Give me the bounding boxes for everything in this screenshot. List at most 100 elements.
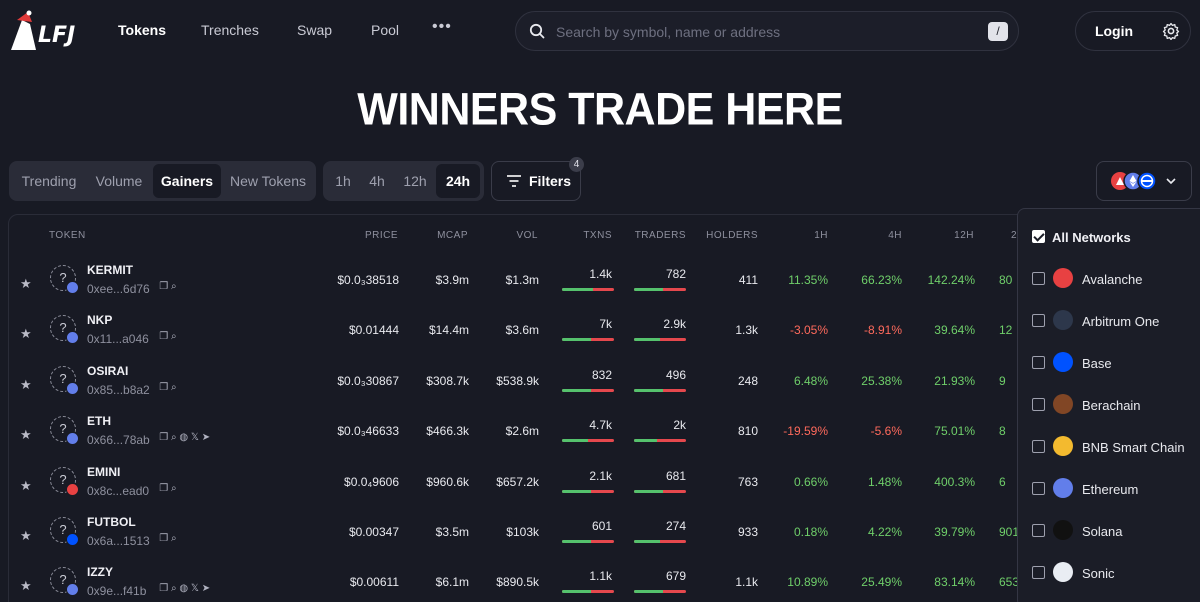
nav-pool[interactable]: Pool (371, 22, 400, 38)
table-row[interactable]: ★ ? OSIRAI 0x85...b8a2 ❐ ⌕ $0.0₃30867 $3… (9, 358, 1019, 408)
checkbox-solana[interactable] (1032, 524, 1045, 537)
tab-12h[interactable]: 12h (403, 173, 427, 189)
checkbox-sonic[interactable] (1032, 566, 1045, 579)
token-symbol[interactable]: NKP (87, 313, 113, 328)
col-vol[interactable]: VOL (516, 230, 538, 241)
token-symbol[interactable]: ETH (87, 414, 111, 429)
token-address[interactable]: 0x6a...1513 (87, 534, 150, 548)
login-button[interactable]: Login (1094, 23, 1134, 39)
network-option-bnb-smart-chain[interactable]: BNB Smart Chain (1032, 435, 1200, 459)
favorite-star-icon[interactable]: ★ (20, 477, 32, 493)
gear-icon[interactable] (1162, 22, 1180, 40)
favorite-star-icon[interactable]: ★ (20, 427, 32, 443)
search-icon[interactable]: ⌕ (170, 583, 177, 595)
table-row[interactable]: ★ ? FUTBOL 0x6a...1513 ❐ ⌕ $0.00347 $3.5… (9, 509, 1019, 559)
token-symbol[interactable]: EMINI (87, 464, 121, 479)
tab-new-tokens[interactable]: New Tokens (229, 173, 306, 189)
network-selector[interactable] (1096, 161, 1192, 201)
token-address[interactable]: 0x8c...ead0 (87, 483, 150, 498)
network-option-sonic[interactable]: Sonic (1032, 561, 1200, 585)
token-mcap: $6.1m (435, 575, 469, 590)
col-traders[interactable]: TRADERS (634, 230, 686, 241)
copy-icon[interactable]: ❐ (159, 331, 169, 343)
telegram-icon[interactable]: ➤ (201, 432, 211, 444)
copy-icon[interactable]: ❐ (159, 381, 169, 393)
network-option-ethereum[interactable]: Ethereum (1032, 477, 1200, 501)
copy-icon[interactable]: ❐ (159, 482, 169, 494)
network-option-berachain[interactable]: Berachain (1032, 393, 1200, 417)
search-icon[interactable]: ⌕ (170, 482, 177, 494)
col-1h[interactable]: 1H (814, 230, 828, 241)
lfj-logo[interactable]: LFJ (8, 10, 88, 52)
checkbox-ethereum[interactable] (1032, 482, 1045, 495)
nav-trenches[interactable]: Trenches (201, 22, 259, 38)
token-symbol[interactable]: KERMIT (87, 263, 133, 277)
checkbox-all-networks[interactable] (1032, 230, 1045, 243)
favorite-star-icon[interactable]: ★ (20, 528, 32, 543)
network-option-arbitrum-one[interactable]: Arbitrum One (1032, 309, 1200, 333)
col-12h[interactable]: 12H (954, 230, 974, 241)
table-row[interactable]: ★ ? KERMIT 0xee...6d76 ❐ ⌕ $0.0₃38518 $3… (9, 257, 1019, 307)
token-address[interactable]: 0x85...b8a2 (87, 382, 150, 397)
token-address[interactable]: 0x11...a046 (87, 332, 149, 347)
token-symbol[interactable]: IZZY (87, 565, 113, 580)
col-token[interactable]: TOKEN (49, 230, 86, 241)
col-24h[interactable]: 2 (1011, 230, 1018, 241)
network-option-avalanche[interactable]: Avalanche (1032, 267, 1200, 291)
col-txns[interactable]: TXNS (583, 230, 612, 241)
checkbox-bnb-smart-chain[interactable] (1032, 440, 1045, 453)
col-holders[interactable]: HOLDERS (706, 230, 758, 241)
search-icon[interactable]: ⌕ (170, 331, 177, 343)
tab-4h[interactable]: 4h (369, 173, 385, 189)
x-icon[interactable]: 𝕏 (190, 432, 199, 444)
tab-1h[interactable]: 1h (335, 173, 351, 189)
token-address[interactable]: 0x9e...f41b (87, 584, 147, 599)
table-row[interactable]: ★ ? IZZY 0x9e...f41b ❐ ⌕ ◍ 𝕏 ➤ $0.00611 … (9, 559, 1019, 602)
col-price[interactable]: PRICE (364, 230, 398, 241)
checkbox-avalanche[interactable] (1032, 272, 1045, 285)
search-icon[interactable]: ⌕ (170, 533, 177, 544)
table-row[interactable]: ★ ? EMINI 0x8c...ead0 ❐ ⌕ $0.0₄9606 $960… (9, 459, 1019, 509)
network-option-solana[interactable]: Solana (1032, 519, 1200, 543)
nav-tokens[interactable]: Tokens (118, 22, 166, 38)
token-price: $0.00347 (348, 525, 399, 539)
favorite-star-icon[interactable]: ★ (20, 578, 32, 594)
tab-volume[interactable]: Volume (95, 173, 143, 189)
network-option-base[interactable]: Base (1032, 351, 1200, 375)
col-mcap[interactable]: MCAP (437, 230, 468, 241)
nav-swap[interactable]: Swap (297, 22, 333, 38)
token-symbol[interactable]: FUTBOL (87, 515, 136, 529)
token-address[interactable]: 0xee...6d76 (87, 282, 150, 296)
search-icon[interactable]: ⌕ (170, 281, 177, 292)
globe-icon[interactable]: ◍ (179, 432, 189, 444)
copy-icon[interactable]: ❐ (159, 281, 169, 292)
more-menu-icon[interactable]: ••• (432, 18, 452, 35)
filters-button[interactable]: Filters (491, 161, 581, 201)
globe-icon[interactable]: ◍ (179, 583, 189, 595)
table-row[interactable]: ★ ? NKP 0x11...a046 ❐ ⌕ $0.01444 $14.4m … (9, 307, 1019, 357)
network-option-all[interactable]: All Networks (1032, 225, 1200, 249)
copy-icon[interactable]: ❐ (159, 583, 169, 595)
tab-24h[interactable]: 24h (436, 164, 480, 198)
copy-icon[interactable]: ❐ (159, 432, 169, 444)
x-icon[interactable]: 𝕏 (190, 583, 199, 595)
search-bar[interactable]: / (515, 11, 1019, 51)
favorite-star-icon[interactable]: ★ (20, 326, 32, 342)
checkbox-base[interactable] (1032, 356, 1045, 369)
token-actions: ❐ ⌕ (159, 483, 176, 494)
search-input[interactable] (556, 21, 976, 43)
telegram-icon[interactable]: ➤ (201, 583, 211, 595)
copy-icon[interactable]: ❐ (159, 533, 169, 544)
favorite-star-icon[interactable]: ★ (20, 276, 32, 291)
tab-trending[interactable]: Trending (21, 173, 77, 189)
token-symbol[interactable]: OSIRAI (87, 363, 129, 378)
checkbox-arbitrum-one[interactable] (1032, 314, 1045, 327)
table-row[interactable]: ★ ? ETH 0x66...78ab ❐ ⌕ ◍ 𝕏 ➤ $0.0₃46633… (9, 408, 1019, 458)
favorite-star-icon[interactable]: ★ (20, 376, 32, 392)
search-icon[interactable]: ⌕ (170, 381, 177, 393)
tab-gainers[interactable]: Gainers (153, 164, 221, 198)
col-4h[interactable]: 4H (888, 230, 902, 241)
search-icon[interactable]: ⌕ (170, 432, 177, 444)
token-address[interactable]: 0x66...78ab (87, 433, 150, 448)
checkbox-berachain[interactable] (1032, 398, 1045, 411)
